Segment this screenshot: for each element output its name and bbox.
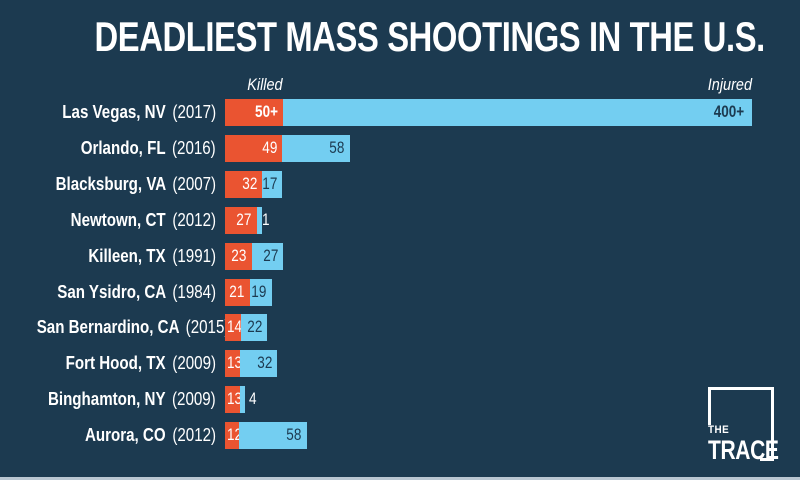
row-label: Las Vegas, NV (2017) bbox=[0, 99, 216, 126]
injured-bar: 22 bbox=[241, 314, 267, 341]
killed-bar: 21 bbox=[225, 279, 250, 306]
chart-row: Las Vegas, NV (2017) 50+ 400+ bbox=[0, 99, 800, 126]
killed-bar: 49 bbox=[225, 135, 283, 162]
row-location-label: Blacksburg, VA bbox=[55, 174, 170, 194]
killed-bar: 23 bbox=[225, 243, 252, 270]
killed-value-label: 27 bbox=[236, 211, 252, 229]
page-title: DEADLIEST MASS SHOOTINGS IN THE U.S. bbox=[0, 14, 800, 60]
injured-bar: 19 bbox=[249, 279, 272, 306]
logo-word-trace: TRACE bbox=[708, 435, 779, 465]
row-location-label: Newtown, CT bbox=[70, 210, 170, 230]
row-label: San Ysidro, CA (1984) bbox=[0, 279, 216, 306]
row-label: Binghamton, NY (2009) bbox=[0, 386, 216, 413]
logo-frame-left bbox=[708, 387, 711, 425]
chart-row: Newtown, CT (2012) 27 1 bbox=[0, 207, 800, 234]
row-year-label: (1991) bbox=[172, 246, 216, 266]
injured-value-label: 17 bbox=[262, 175, 278, 193]
killed-value-label: 50+ bbox=[255, 103, 279, 121]
row-location-label: Binghamton, NY bbox=[48, 389, 170, 409]
row-location-label: Fort Hood, TX bbox=[65, 353, 170, 373]
row-year-label: (2012) bbox=[172, 210, 216, 230]
chart-row: Binghamton, NY (2009) 13 4 bbox=[0, 386, 800, 413]
killed-value-label: 13 bbox=[227, 354, 243, 372]
killed-bar: 32 bbox=[225, 171, 263, 198]
row-year-label: (2007) bbox=[172, 174, 216, 194]
killed-value-label: 32 bbox=[242, 175, 258, 193]
logo-word-the: THE bbox=[708, 424, 730, 436]
chart-row: Killeen, TX (1991) 23 27 bbox=[0, 243, 800, 270]
row-year-label: (2015) bbox=[185, 317, 230, 337]
injured-bar bbox=[256, 207, 262, 234]
row-label: Fort Hood, TX (2009) bbox=[0, 350, 216, 377]
column-header-killed: Killed bbox=[247, 75, 283, 94]
injured-bar: 400+ bbox=[283, 99, 753, 126]
chart-row: San Bernardino, CA (2015) 14 22 bbox=[0, 314, 800, 341]
page-title-text: DEADLIEST MASS SHOOTINGS IN THE U.S. bbox=[94, 13, 766, 60]
bottom-strip bbox=[0, 477, 800, 480]
killed-bar: 14 bbox=[225, 314, 243, 341]
chart-row: Aurora, CO (2012) 12 58 bbox=[0, 422, 800, 449]
row-label: Killeen, TX (1991) bbox=[0, 243, 216, 270]
injured-bar: 17 bbox=[262, 171, 283, 198]
row-year-label: (2017) bbox=[172, 102, 216, 122]
killed-value-label: 49 bbox=[262, 139, 278, 157]
injured-bar: 27 bbox=[251, 243, 284, 270]
row-location-label: Killeen, TX bbox=[88, 246, 170, 266]
row-year-label: (2009) bbox=[172, 389, 216, 409]
injured-value-label: 32 bbox=[257, 354, 273, 372]
row-year-label: (2016) bbox=[172, 138, 216, 158]
injured-value-label: 1 bbox=[261, 211, 270, 229]
injured-value-label: 4 bbox=[248, 390, 257, 408]
chart-row: Blacksburg, VA (2007) 32 17 bbox=[0, 171, 800, 198]
row-label: Newtown, CT (2012) bbox=[0, 207, 216, 234]
killed-bar: 13 bbox=[225, 350, 243, 377]
injured-value-label: 19 bbox=[251, 283, 267, 301]
row-year-label: (1984) bbox=[172, 282, 216, 302]
row-location-label: San Ysidro, CA bbox=[57, 282, 170, 302]
killed-value-label: 13 bbox=[227, 390, 243, 408]
row-location-label: Orlando, FL bbox=[81, 138, 170, 158]
logo-frame-top bbox=[708, 387, 774, 390]
injured-bar bbox=[240, 386, 246, 413]
injured-value-label: 58 bbox=[286, 426, 302, 444]
injured-value-label: 22 bbox=[246, 318, 262, 336]
killed-value-label: 23 bbox=[231, 247, 247, 265]
killed-bar: 12 bbox=[225, 422, 243, 449]
column-header-injured: Injured bbox=[707, 75, 752, 94]
injured-value-label: 58 bbox=[329, 139, 345, 157]
logo-frame-bottom bbox=[760, 458, 774, 461]
row-year-label: (2009) bbox=[172, 353, 216, 373]
row-location-label: San Bernardino, CA bbox=[36, 317, 184, 337]
row-year-label: (2012) bbox=[172, 425, 216, 445]
killed-bar: 27 bbox=[225, 207, 257, 234]
logo-frame-right bbox=[771, 387, 774, 461]
row-label: Orlando, FL (2016) bbox=[0, 135, 216, 162]
chart-row: Orlando, FL (2016) 49 58 bbox=[0, 135, 800, 162]
killed-value-label: 21 bbox=[229, 283, 245, 301]
row-label: San Bernardino, CA (2015) bbox=[0, 314, 230, 341]
chart-row: Fort Hood, TX (2009) 13 32 bbox=[0, 350, 800, 377]
row-label: Aurora, CO (2012) bbox=[0, 422, 216, 449]
injured-value-label: 27 bbox=[263, 247, 279, 265]
killed-value-label: 12 bbox=[227, 426, 243, 444]
killed-bar: 50+ bbox=[225, 99, 284, 126]
row-location-label: Aurora, CO bbox=[84, 425, 170, 445]
killed-value-label: 14 bbox=[227, 318, 243, 336]
killed-bar: 13 bbox=[225, 386, 243, 413]
row-label: Blacksburg, VA (2007) bbox=[0, 171, 216, 198]
injured-value-label: 400+ bbox=[713, 103, 745, 121]
row-location-label: Las Vegas, NV bbox=[62, 102, 170, 122]
trace-logo: THE TRACE bbox=[708, 387, 779, 465]
injured-bar: 58 bbox=[282, 135, 350, 162]
chart-row: San Ysidro, CA (1984) 21 19 bbox=[0, 279, 800, 306]
injured-bar: 32 bbox=[240, 350, 278, 377]
injured-bar: 58 bbox=[239, 422, 307, 449]
